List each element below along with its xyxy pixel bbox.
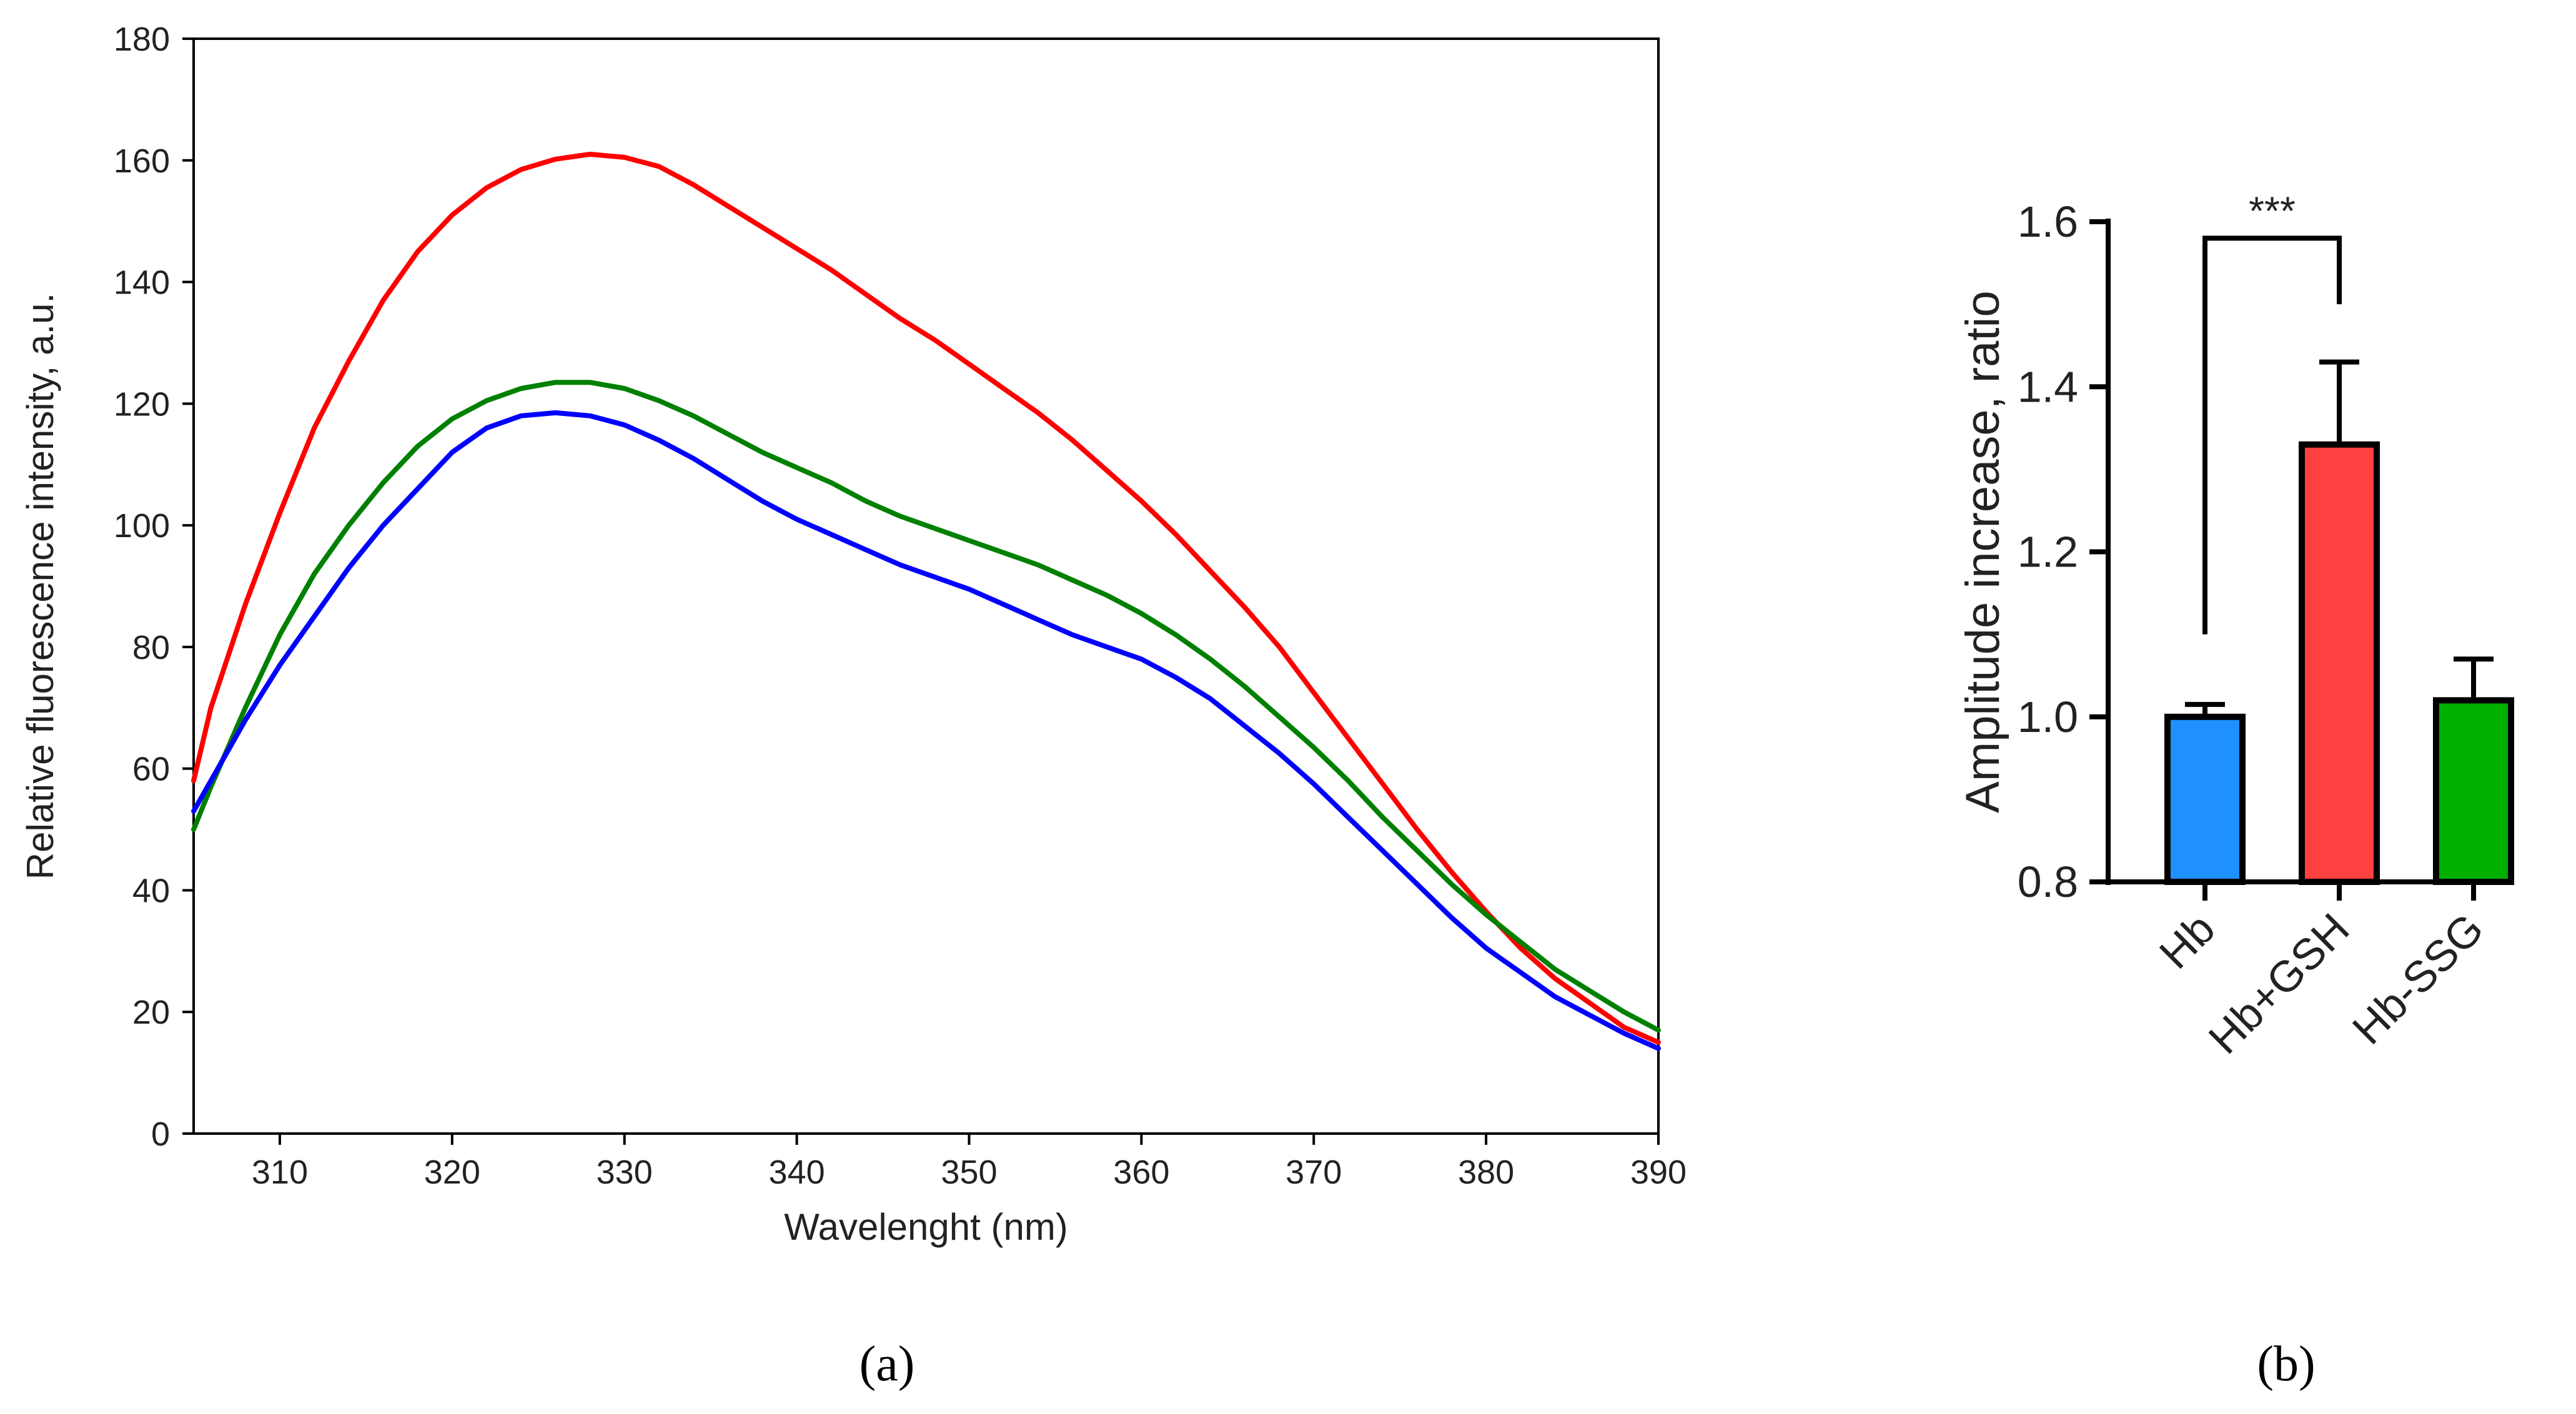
y-tick-label: 120 [114,385,170,423]
y-tick-label: 1.0 [2018,693,2078,741]
y-tick-label: 20 [132,994,170,1031]
y-tick-label: 1.2 [2018,528,2078,576]
b-y-axis-label: Amplitude increase, ratio [1956,290,2009,813]
x-tick-label: 330 [597,1154,653,1191]
b-y-ticks: 0.8 1.0 1.2 1.4 1.6 [2018,197,2108,906]
significance-label: *** [2249,188,2296,233]
x-tick-label: 350 [941,1154,997,1191]
y-tick-label: 100 [114,507,170,545]
y-tick-label: 1.6 [2018,197,2078,246]
y-tick-label: 160 [114,142,170,180]
panel-a-line-chart: 310 320 330 340 350 360 370 380 390 0 20 40 60 80 100… [19,21,1687,1392]
x-tick-label: 380 [1458,1154,1514,1191]
y-tick-label: 1.4 [2018,362,2078,411]
x-tick-label: 310 [252,1154,308,1191]
b-bars [2164,359,2514,885]
x-tick-label: 340 [769,1154,825,1191]
a-x-ticks: 310 320 330 340 350 360 370 380 390 [252,1134,1687,1191]
a-y-axis-label: Relative fluorescence intensity, a.u. [19,293,61,879]
panel-label-a: (a) [859,1337,915,1392]
x-tick-label: 390 [1630,1154,1687,1191]
series-line-blue [191,410,1661,1051]
y-tick-label: 40 [132,872,170,909]
a-y-ticks: 0 20 40 60 80 100 120 140 160 180 [114,21,194,1153]
y-tick-label: 80 [132,629,170,666]
bar-hb [2164,713,2246,885]
x-tick-label: 320 [424,1154,480,1191]
a-x-axis-label: Wavelenght (nm) [784,1206,1068,1248]
y-tick-label: 140 [114,264,170,302]
series-line-green [191,380,1661,1033]
x-tick-label: 360 [1113,1154,1169,1191]
a-series-lines [191,152,1661,1051]
y-tick-label: 0 [151,1115,170,1153]
panel-label-b: (b) [2257,1337,2315,1392]
a-plot-frame [192,37,1660,1135]
bar-hb-gsh [2299,441,2380,885]
bar-hb-ssg [2433,697,2514,885]
b-significance-bracket: *** [2202,188,2342,635]
y-tick-label: 180 [114,21,170,58]
x-tick-label: 370 [1286,1154,1342,1191]
significance-bracket-line [2202,235,2342,635]
series-line-red [191,152,1661,1045]
y-tick-label: 60 [132,751,170,788]
y-tick-label: 0.8 [2018,858,2078,906]
